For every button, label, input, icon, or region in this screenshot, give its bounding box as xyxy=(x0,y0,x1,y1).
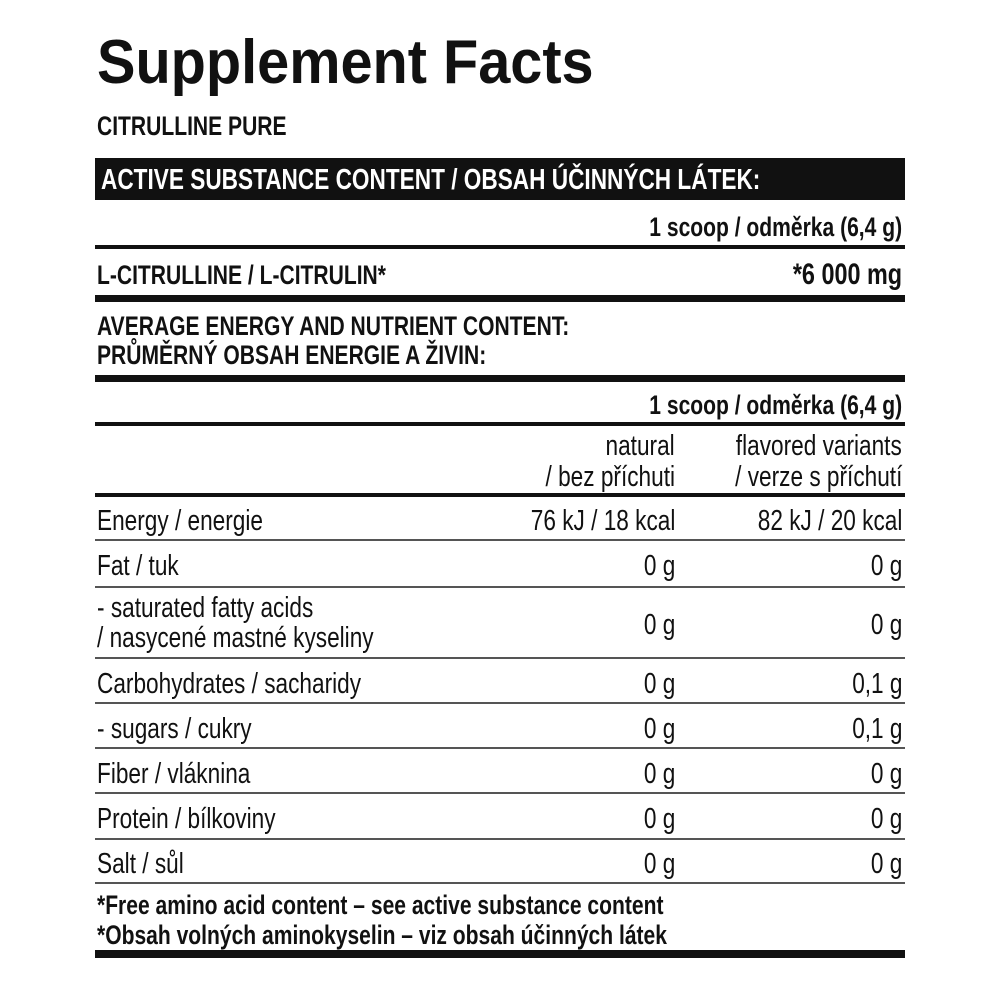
row-label: - sugars / cukry xyxy=(97,713,252,745)
ingredient-amount: *6 000 mg xyxy=(792,258,902,291)
row-value-flavored: 0,1 g xyxy=(851,713,902,745)
column-flavored-line2: / verze s příchutí xyxy=(734,461,902,493)
divider xyxy=(95,586,905,588)
divider xyxy=(95,792,905,794)
divider xyxy=(95,747,905,749)
row-value-flavored: 0 g xyxy=(870,848,902,880)
page-title: Supplement Facts xyxy=(97,28,594,97)
row-label: Fiber / vláknina xyxy=(97,758,251,790)
row-label: Fat / tuk xyxy=(97,550,179,582)
footnote-cz: *Obsah volných aminokyselin – viz obsah … xyxy=(97,920,667,950)
divider xyxy=(95,539,905,541)
divider xyxy=(95,657,905,659)
row-label-line2: / nasycené mastné kyseliny xyxy=(97,622,374,654)
nutrient-header-en: AVERAGE ENERGY AND NUTRIENT CONTENT: xyxy=(97,311,570,341)
ingredient-name: L-CITRULLINE / L-CITRULIN* xyxy=(97,260,386,290)
row-label: Salt / sůl xyxy=(97,848,184,880)
bottom-rule xyxy=(95,950,905,958)
nutrient-serving-size: 1 scoop / odměrka (6,4 g) xyxy=(649,390,902,420)
row-value-flavored: 0,1 g xyxy=(851,668,902,700)
row-value-flavored: 0 g xyxy=(870,758,902,790)
active-section-header-bar xyxy=(95,158,905,200)
row-value-natural: 76 kJ / 18 kcal xyxy=(530,505,675,537)
footnote-en: *Free amino acid content – see active su… xyxy=(97,890,664,920)
product-name: CITRULLINE PURE xyxy=(97,111,287,141)
row-value-flavored: 0 g xyxy=(870,609,902,641)
divider xyxy=(95,838,905,840)
row-label: Protein / bílkoviny xyxy=(97,803,276,835)
column-flavored-line1: flavored variants xyxy=(736,430,902,462)
nutrient-header-cz: PRŮMĚRNÝ OBSAH ENERGIE A ŽIVIN: xyxy=(97,340,487,370)
divider xyxy=(95,702,905,704)
row-value-flavored: 0 g xyxy=(870,803,902,835)
divider xyxy=(95,882,905,884)
row-value-natural: 0 g xyxy=(643,668,675,700)
row-label: - saturated fatty acids xyxy=(97,592,314,624)
divider xyxy=(95,422,905,426)
row-value-flavored: 82 kJ / 20 kcal xyxy=(757,505,902,537)
row-label: Carbohydrates / sacharidy xyxy=(97,668,362,700)
divider xyxy=(95,245,905,249)
divider xyxy=(95,295,905,302)
row-value-natural: 0 g xyxy=(643,550,675,582)
row-value-natural: 0 g xyxy=(643,758,675,790)
row-value-natural: 0 g xyxy=(643,609,675,641)
row-value-natural: 0 g xyxy=(643,803,675,835)
row-label: Energy / energie xyxy=(97,505,263,537)
row-value-flavored: 0 g xyxy=(870,550,902,582)
active-serving-size: 1 scoop / odměrka (6,4 g) xyxy=(649,212,902,242)
column-natural-line2: / bez příchuti xyxy=(545,461,675,493)
active-section-header: ACTIVE SUBSTANCE CONTENT / OBSAH ÚČINNÝC… xyxy=(101,164,761,196)
column-natural-line1: natural xyxy=(605,430,675,462)
row-value-natural: 0 g xyxy=(643,848,675,880)
divider xyxy=(95,375,905,382)
row-value-natural: 0 g xyxy=(643,713,675,745)
divider xyxy=(95,493,905,497)
